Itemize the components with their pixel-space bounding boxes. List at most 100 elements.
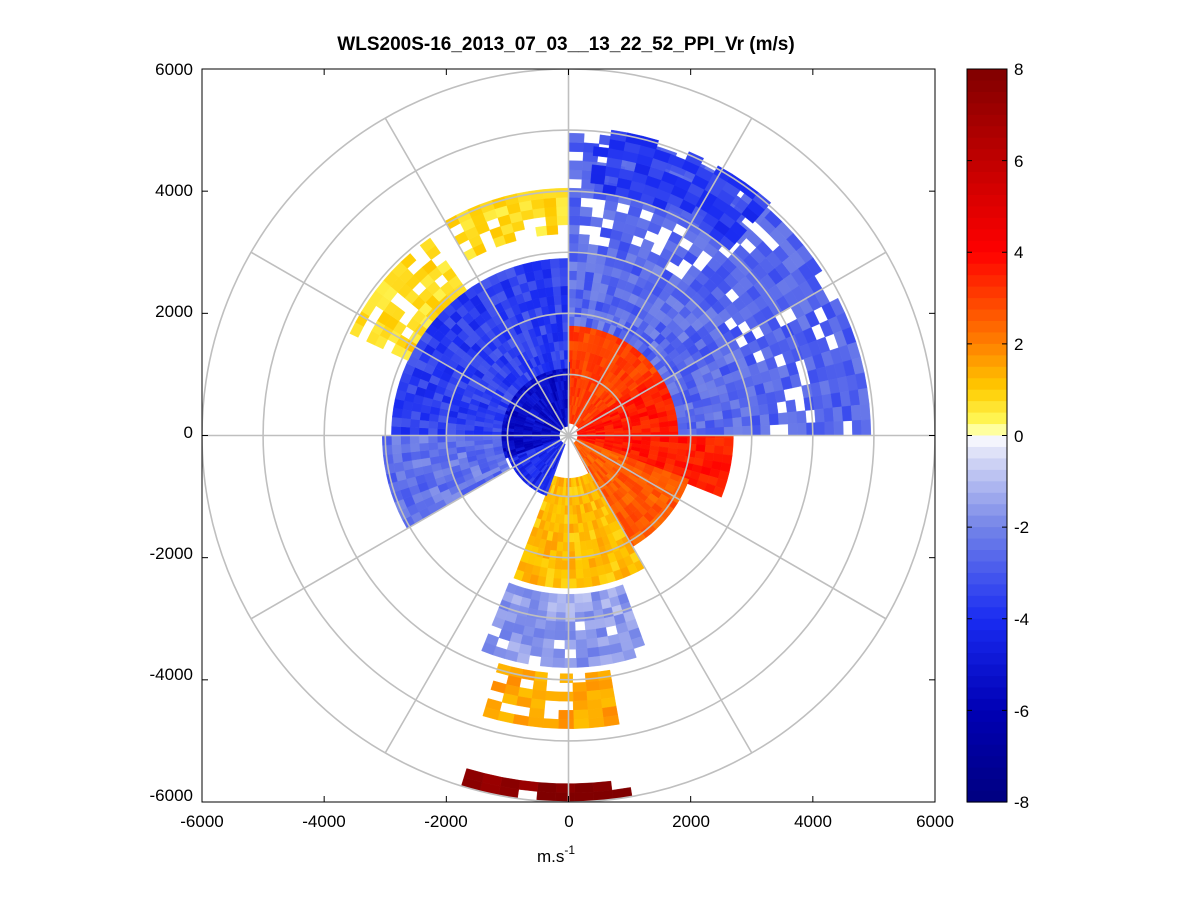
- velocity-cell: [668, 431, 679, 438]
- colorbar-band: [967, 515, 1007, 528]
- velocity-cell: [613, 430, 624, 435]
- velocity-cell: [437, 448, 449, 457]
- colorbar-band: [967, 504, 1007, 517]
- velocity-cell: [574, 298, 584, 309]
- colorbar-band: [967, 527, 1007, 540]
- colorbar-band: [967, 252, 1007, 265]
- velocity-cell: [584, 671, 599, 683]
- velocity-cell: [562, 331, 569, 342]
- velocity-cell: [659, 436, 670, 443]
- colorbar-band: [967, 595, 1007, 608]
- colorbar-band: [967, 412, 1007, 425]
- velocity-cell: [805, 257, 823, 277]
- velocity-cell: [560, 578, 569, 589]
- velocity-cell: [832, 406, 844, 422]
- x-tick-label: 6000: [916, 812, 954, 831]
- velocity-cell: [590, 575, 601, 587]
- velocity-cell: [574, 602, 585, 613]
- velocity-cell: [546, 601, 558, 613]
- velocity-cell: [543, 629, 556, 640]
- colorbar-band: [967, 275, 1007, 288]
- x-tick-label: -2000: [424, 812, 467, 831]
- velocity-sector: [461, 768, 539, 799]
- velocity-cell: [532, 627, 545, 639]
- velocity-cell: [400, 443, 411, 454]
- velocity-cell: [659, 426, 670, 433]
- velocity-cell: [554, 621, 566, 632]
- x-tick-label: 0: [564, 812, 573, 831]
- velocity-cell: [540, 259, 552, 270]
- velocity-cell: [732, 426, 743, 436]
- colorbar-band: [967, 733, 1007, 746]
- velocity-cell: [568, 224, 580, 235]
- velocity-cell: [574, 782, 594, 794]
- velocity-cell: [555, 792, 576, 802]
- velocity-cell: [568, 297, 576, 308]
- velocity-cell: [529, 189, 544, 201]
- velocity-cell: [446, 435, 456, 443]
- velocity-cell: [562, 322, 569, 333]
- azimuth-spoke: [567, 117, 753, 436]
- colorbar-band: [967, 698, 1007, 711]
- velocity-cell: [513, 436, 524, 441]
- colorbar-tick-label: -6: [1014, 702, 1029, 721]
- velocity-cell: [676, 416, 688, 425]
- velocity-cell: [572, 700, 588, 711]
- velocity-cell: [555, 602, 566, 613]
- velocity-cell: [588, 717, 605, 729]
- velocity-cell: [576, 657, 589, 668]
- plot-area: [201, 68, 936, 803]
- velocity-cell: [583, 577, 593, 588]
- velocity-cell: [742, 425, 753, 436]
- velocity-cell: [428, 448, 440, 458]
- velocity-cell: [541, 268, 553, 279]
- velocity-cell: [582, 592, 593, 604]
- velocity-cell: [585, 680, 601, 692]
- velocity-cell: [559, 673, 574, 684]
- velocity-cell: [481, 641, 497, 656]
- velocity-cell: [491, 616, 506, 630]
- colorbar-band: [967, 160, 1007, 173]
- velocity-cell: [687, 428, 698, 436]
- colorbar-band: [967, 744, 1007, 757]
- velocity-cell: [650, 436, 661, 443]
- velocity-cell: [785, 399, 797, 413]
- velocity-cell: [564, 639, 577, 650]
- velocity-cell: [529, 645, 543, 658]
- colorbar-band: [967, 378, 1007, 391]
- velocity-cell: [774, 389, 786, 403]
- velocity-cell: [411, 458, 423, 469]
- velocity-cell: [815, 421, 826, 436]
- velocity-cell: [547, 592, 558, 604]
- y-tick-label: 0: [184, 423, 193, 442]
- velocity-cell: [568, 132, 585, 143]
- velocity-sector: [349, 237, 468, 361]
- velocity-cell: [573, 593, 584, 604]
- velocity-cell: [560, 285, 569, 296]
- velocity-cell: [427, 435, 438, 444]
- velocity-cell: [574, 307, 583, 318]
- y-tick-label: 2000: [155, 302, 193, 321]
- velocity-sector: [444, 187, 569, 262]
- colorbar-band: [967, 194, 1007, 208]
- velocity-cell: [585, 262, 596, 273]
- velocity-cell: [759, 414, 771, 426]
- velocity-cell: [850, 404, 862, 421]
- velocity-cell: [482, 439, 493, 445]
- colorbar-tick-label: 0: [1014, 427, 1023, 446]
- velocity-cell: [678, 429, 688, 436]
- velocity-cell: [571, 505, 578, 516]
- colorbar-band: [967, 309, 1007, 322]
- velocity-cell: [632, 428, 643, 434]
- velocity-cell: [402, 460, 414, 471]
- velocity-cell: [564, 630, 576, 641]
- velocity-cell: [823, 407, 835, 423]
- colorbar-band: [967, 676, 1007, 689]
- velocity-cell: [547, 304, 556, 316]
- velocity-cell: [713, 445, 725, 455]
- velocity-cell: [410, 410, 421, 421]
- velocity-cell: [580, 549, 589, 561]
- velocity-cell: [575, 578, 585, 589]
- velocity-cell: [720, 400, 732, 412]
- velocity-cell: [535, 225, 548, 237]
